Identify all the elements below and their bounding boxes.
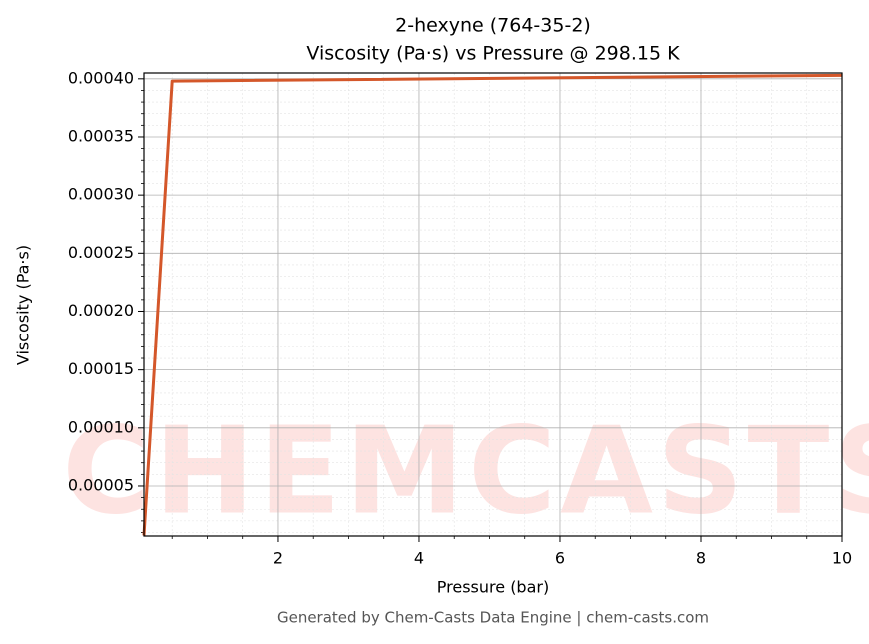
x-tick-label: 2 [273,549,283,568]
y-tick-label: 0.00030 [68,185,134,204]
line-series [142,73,843,536]
y-tick-label: 0.00015 [68,359,134,378]
y-tick-label: 0.00040 [68,68,134,87]
y-tick-label: 0.00020 [68,301,134,320]
x-tick-label: 8 [696,549,706,568]
x-tick-label: 6 [555,549,565,568]
plot-frame [143,72,843,537]
y-tick-label: 0.00005 [68,475,134,494]
watermark: CHEMCASTS [62,403,869,542]
y-tick-label: 0.00010 [68,417,134,436]
chart-subtitle: Viscosity (Pa·s) vs Pressure @ 298.15 K [306,43,680,65]
y-axis-label: Viscosity (Pa·s) [14,245,33,365]
x-tick-label: 10 [832,549,852,568]
x-axis-label: Pressure (bar) [437,578,549,597]
x-tick-label: 4 [414,549,424,568]
chart-title: 2-hexyne (764-35-2) [395,15,591,37]
y-tick-label: 0.00035 [68,126,134,145]
y-tick-label: 0.00025 [68,243,134,262]
footer: Generated by Chem-Casts Data Engine | ch… [277,609,709,627]
